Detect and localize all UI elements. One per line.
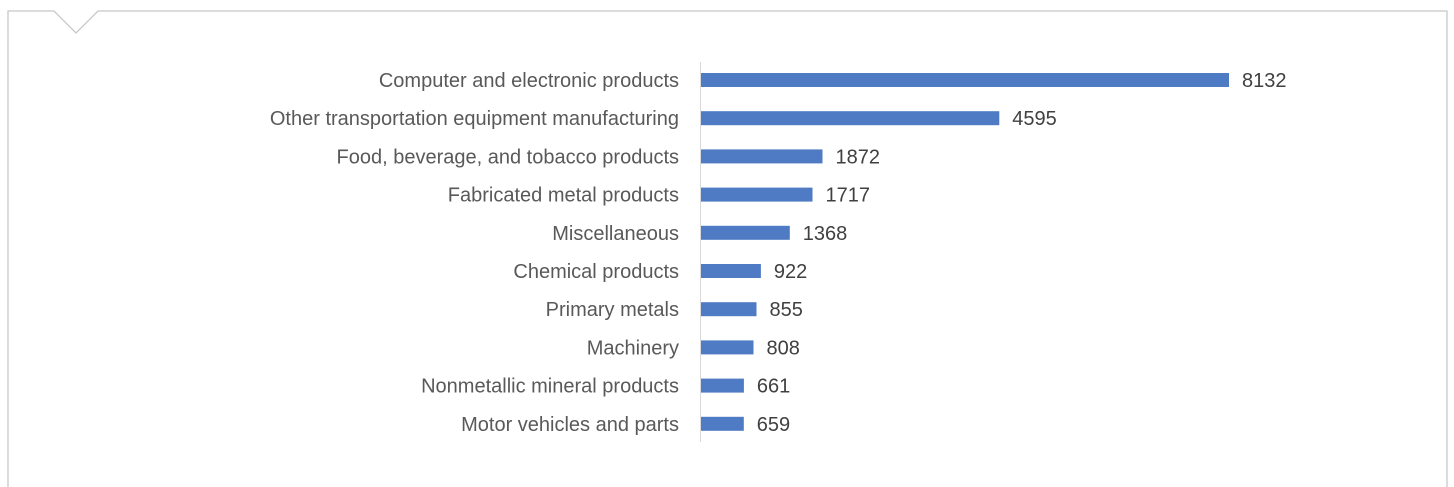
bar — [701, 340, 754, 355]
category-label: Chemical products — [513, 261, 679, 283]
data-label: 4595 — [1012, 108, 1057, 130]
category-label: Machinery — [587, 337, 679, 359]
bar — [701, 149, 823, 164]
category-label: Nonmetallic mineral products — [421, 376, 679, 398]
bar — [701, 225, 790, 240]
category-label: Motor vehicles and parts — [461, 414, 679, 436]
category-label: Miscellaneous — [552, 223, 679, 245]
panel-border — [7, 10, 1448, 487]
category-label: Computer and electronic products — [379, 70, 679, 92]
category-label: Other transportation equipment manufactu… — [270, 108, 679, 130]
data-label: 659 — [757, 414, 790, 436]
data-label: 661 — [757, 376, 790, 398]
bar — [701, 111, 1000, 126]
category-label: Food, beverage, and tobacco products — [337, 146, 679, 168]
bar — [701, 73, 1229, 87]
data-label: 1368 — [803, 223, 848, 245]
bar — [701, 264, 761, 278]
category-label: Fabricated metal products — [448, 185, 679, 207]
category-label: Primary metals — [546, 299, 679, 321]
data-label: 922 — [774, 261, 807, 283]
data-label: 808 — [767, 337, 800, 359]
data-label: 855 — [770, 299, 803, 321]
bar — [701, 378, 744, 393]
data-label: 1717 — [826, 185, 871, 207]
data-label: 8132 — [1242, 70, 1287, 92]
bar — [701, 302, 757, 317]
bar — [701, 187, 813, 202]
bar — [701, 416, 744, 431]
chart-marks: Computer and electronic products 8132 Othe… — [270, 70, 1287, 436]
data-label: 1872 — [836, 146, 881, 168]
